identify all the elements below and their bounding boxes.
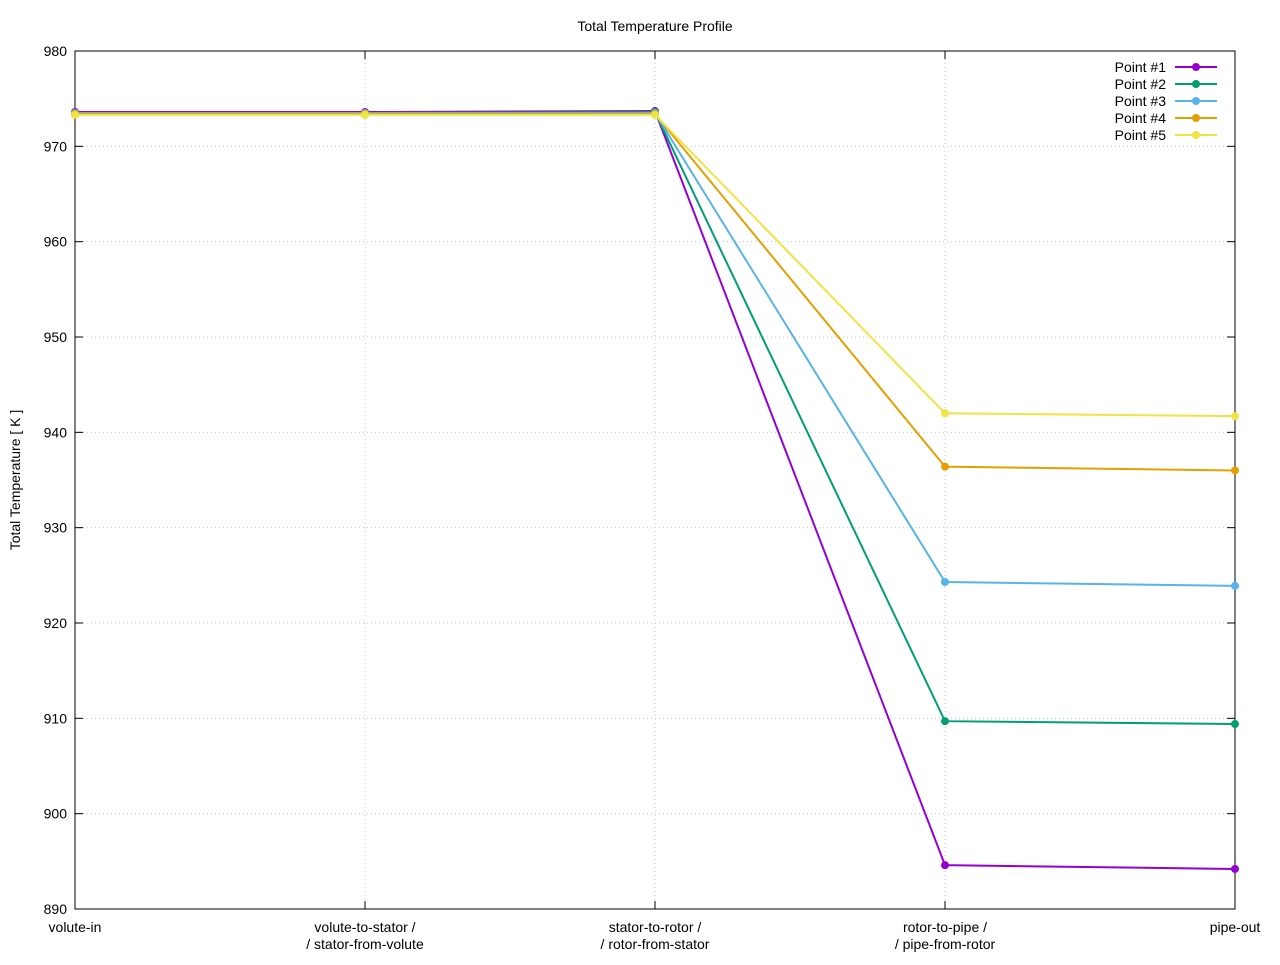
data-point [941,409,949,418]
y-tick-label: 920 [44,615,68,631]
axes: 890 900 910 920 930 940 950 960 970 980 volute-in v… [44,43,1261,952]
data-point [941,861,949,870]
x-tick-label: / rotor-from-stator [601,936,710,952]
x-tick-label: rotor-to-pipe / [903,919,987,935]
y-tick-label: 930 [44,520,68,536]
data-point [1231,412,1239,421]
y-tick-label: 980 [44,43,68,59]
legend-label: Point #1 [1115,59,1167,75]
data-point [1231,581,1239,590]
grid [75,51,1235,909]
plot-border [74,50,1236,910]
x-tick-label: pipe-out [1210,919,1261,935]
legend-label: Point #3 [1115,93,1167,109]
legend-marker [1192,97,1200,105]
legend-label: Point #2 [1115,76,1167,92]
legend-marker [1192,80,1200,88]
x-tick-label: volute-to-stator / [314,919,415,935]
data-point [1231,864,1239,873]
data-point [1231,466,1239,475]
legend-label: Point #5 [1115,127,1167,143]
legend-marker [1192,131,1200,139]
data-point [1231,720,1239,729]
data-point [941,717,949,726]
series-line-point-5 [75,113,1236,418]
data-point [71,110,79,119]
legend-label: Point #4 [1115,110,1167,126]
y-tick-label: 950 [44,329,68,345]
y-tick-label: 900 [44,806,68,822]
data-point [941,578,949,587]
data-point [651,110,659,119]
x-tick-label: volute-in [49,919,102,935]
x-tick-label: / stator-from-volute [306,936,424,952]
x-tick-label: / pipe-from-rotor [895,936,996,952]
data-point [361,110,369,119]
x-tick-label: stator-to-rotor / [609,919,702,935]
legend-marker [1192,114,1200,122]
y-tick-label: 890 [44,901,68,917]
series-group [71,107,1239,873]
y-axis-label: Total Temperature [ K ] [7,410,23,551]
y-tick-label: 940 [44,424,68,440]
data-point [941,462,949,471]
y-tick-label: 970 [44,138,68,154]
y-tick-label: 910 [44,710,68,726]
chart-title: Total Temperature Profile [577,18,733,34]
y-tick-label: 960 [44,234,68,250]
legend-marker [1192,63,1200,71]
